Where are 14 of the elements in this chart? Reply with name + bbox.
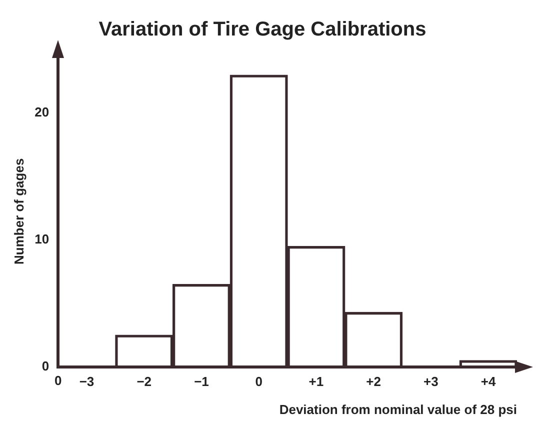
x-tick-label: 0	[255, 374, 262, 390]
x-tick-label: +4	[480, 374, 496, 390]
y-tick-label: 0	[42, 358, 50, 374]
y-tick-label: 20	[34, 104, 50, 120]
x-tick-label: +1	[308, 374, 324, 390]
y-axis-title: Number of gages	[11, 158, 26, 264]
x-tick-label: +3	[424, 374, 438, 390]
x-tick-label: −2	[136, 374, 152, 390]
x-tick-label: +2	[366, 374, 381, 390]
chart-title: Variation of Tire Gage Calibrations	[98, 18, 426, 41]
x-tick-label: −1	[194, 374, 209, 390]
y-tick-label: 10	[34, 232, 50, 247]
x-axis-title: Deviation from nominal value of 28 psi	[279, 402, 517, 417]
x-tick-label: −3	[79, 374, 94, 390]
